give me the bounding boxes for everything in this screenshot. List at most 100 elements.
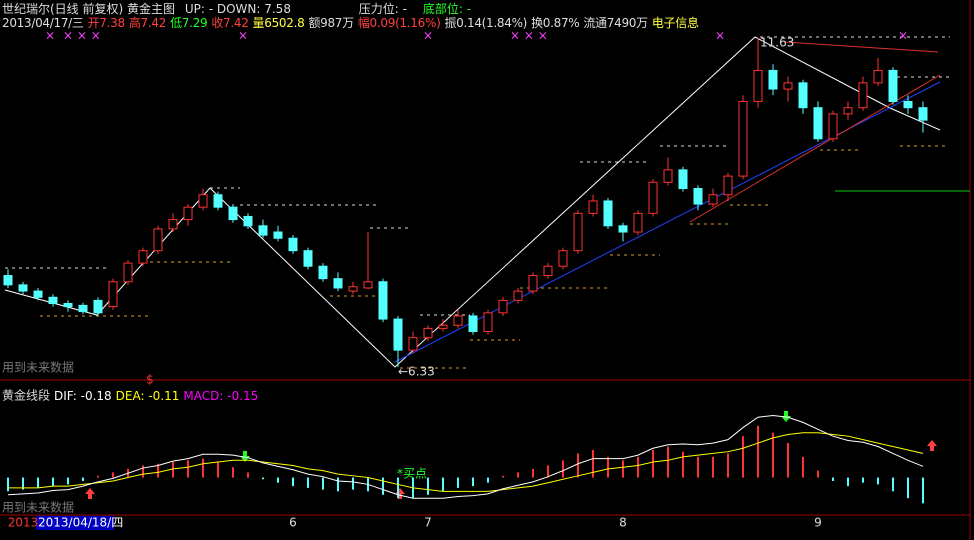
candle-body (33, 290, 43, 298)
svg-text:× × ×: × × × (510, 29, 548, 43)
candle-body (438, 324, 448, 329)
candle-body (873, 69, 883, 84)
candle-body (288, 237, 298, 252)
candle-body (708, 194, 718, 205)
x-tick-label: 7 (424, 516, 432, 530)
candle-body (753, 69, 763, 102)
candle-body (93, 299, 103, 314)
amplitude: 振0.14(1.84%) (444, 16, 528, 30)
future-note: 用到未来数据 (2, 360, 74, 375)
candle-body (18, 284, 28, 292)
open: 开7.38 (87, 16, 126, 30)
candle-body (693, 188, 703, 205)
bottom: 底部位: - (422, 2, 472, 16)
x-tick-label: 9 (814, 516, 822, 530)
candle-body (468, 315, 478, 332)
signal-label: *买点 (397, 467, 427, 481)
svg-text:×: × (423, 29, 433, 43)
low-label: ←6.33 (398, 365, 435, 379)
candle-body (183, 206, 193, 221)
candle-body (363, 281, 373, 289)
candle-body (858, 82, 868, 109)
candle-body (258, 225, 268, 236)
candle-body (618, 225, 628, 233)
candle-body (348, 286, 358, 292)
float: 流通7490万 (583, 16, 648, 30)
candle-body (783, 82, 793, 90)
candle-body (678, 169, 688, 190)
candle-body (498, 299, 508, 314)
candle-body (378, 281, 388, 320)
low: 低7.29 (170, 16, 208, 30)
candle-body (573, 212, 583, 252)
candle-body (513, 290, 523, 301)
svg-text:×: × (898, 29, 908, 43)
date: 2013/04/17/三 (2, 16, 84, 30)
candle-body (228, 206, 238, 221)
candle-body (108, 281, 118, 308)
candle-body (723, 175, 733, 196)
title: 世纪瑞尔(日线 前复权) 黄金主图 (2, 2, 175, 16)
candle-body (318, 265, 328, 280)
cursor-date: 2013/04/18/四 (38, 516, 123, 530)
x-tick-label: 2013 (8, 516, 39, 530)
high: 高7.42 (128, 16, 167, 30)
candle-body (843, 107, 853, 115)
turnover: 换0.87% (531, 16, 580, 30)
candle-body (768, 69, 778, 90)
candle-body (333, 278, 343, 289)
candle-body (3, 275, 13, 286)
candle-body (543, 265, 553, 277)
svg-text:× × ×: × × × (63, 29, 101, 43)
candle-body (393, 318, 403, 351)
mark: $ (146, 373, 154, 387)
candle-body (903, 100, 913, 109)
updown: UP: - DOWN: 7.58 (184, 2, 291, 16)
candle-body (918, 107, 928, 121)
candle-body (738, 100, 748, 177)
candle-body (408, 337, 418, 351)
legend-entry: DIF: -0.18 (54, 389, 112, 403)
indicator-line (7, 415, 924, 499)
candle-body (63, 303, 73, 308)
amount: 额987万 (308, 16, 354, 30)
svg-text:×: × (715, 29, 725, 43)
candle-body (483, 312, 493, 332)
change: 幅0.09(1.16%) (357, 16, 441, 30)
pressure: 压力位: - (358, 2, 407, 16)
candle-body (588, 200, 598, 214)
candle-body (48, 296, 58, 305)
candle-body (303, 250, 313, 267)
candle-body (123, 262, 133, 283)
candle-body (198, 194, 208, 208)
quote-line: 2013/04/17/三 开7.38 高7.42 低7.29 收7.42 量6502.8 额… (2, 16, 703, 30)
x-tick-label: 6 (289, 516, 297, 530)
legend-entry: DEA: -0.11 (115, 389, 180, 403)
candle-body (603, 200, 613, 227)
candle-body (243, 215, 253, 227)
svg-text:×: × (238, 29, 248, 43)
candle-body (888, 69, 898, 102)
candle-body (273, 231, 283, 239)
candle-body (813, 107, 823, 140)
candle-body (798, 82, 808, 109)
candle-body (633, 212, 643, 233)
candle-body (828, 113, 838, 140)
candle-body (138, 250, 148, 264)
indicator-title: 黄金线段 (2, 388, 50, 403)
candle-body (153, 228, 163, 252)
candle-body (663, 169, 673, 183)
legend-entry: MACD: -0.15 (183, 389, 259, 403)
volume: 量6502.8 (252, 16, 305, 30)
candle-body (423, 327, 433, 339)
indicator-line (8, 432, 924, 492)
future-note: 用到未来数据 (2, 500, 74, 515)
sector: 电子信息 (651, 16, 699, 30)
candle-body (168, 219, 178, 230)
candle-body (453, 315, 463, 326)
candle-body (78, 304, 88, 313)
